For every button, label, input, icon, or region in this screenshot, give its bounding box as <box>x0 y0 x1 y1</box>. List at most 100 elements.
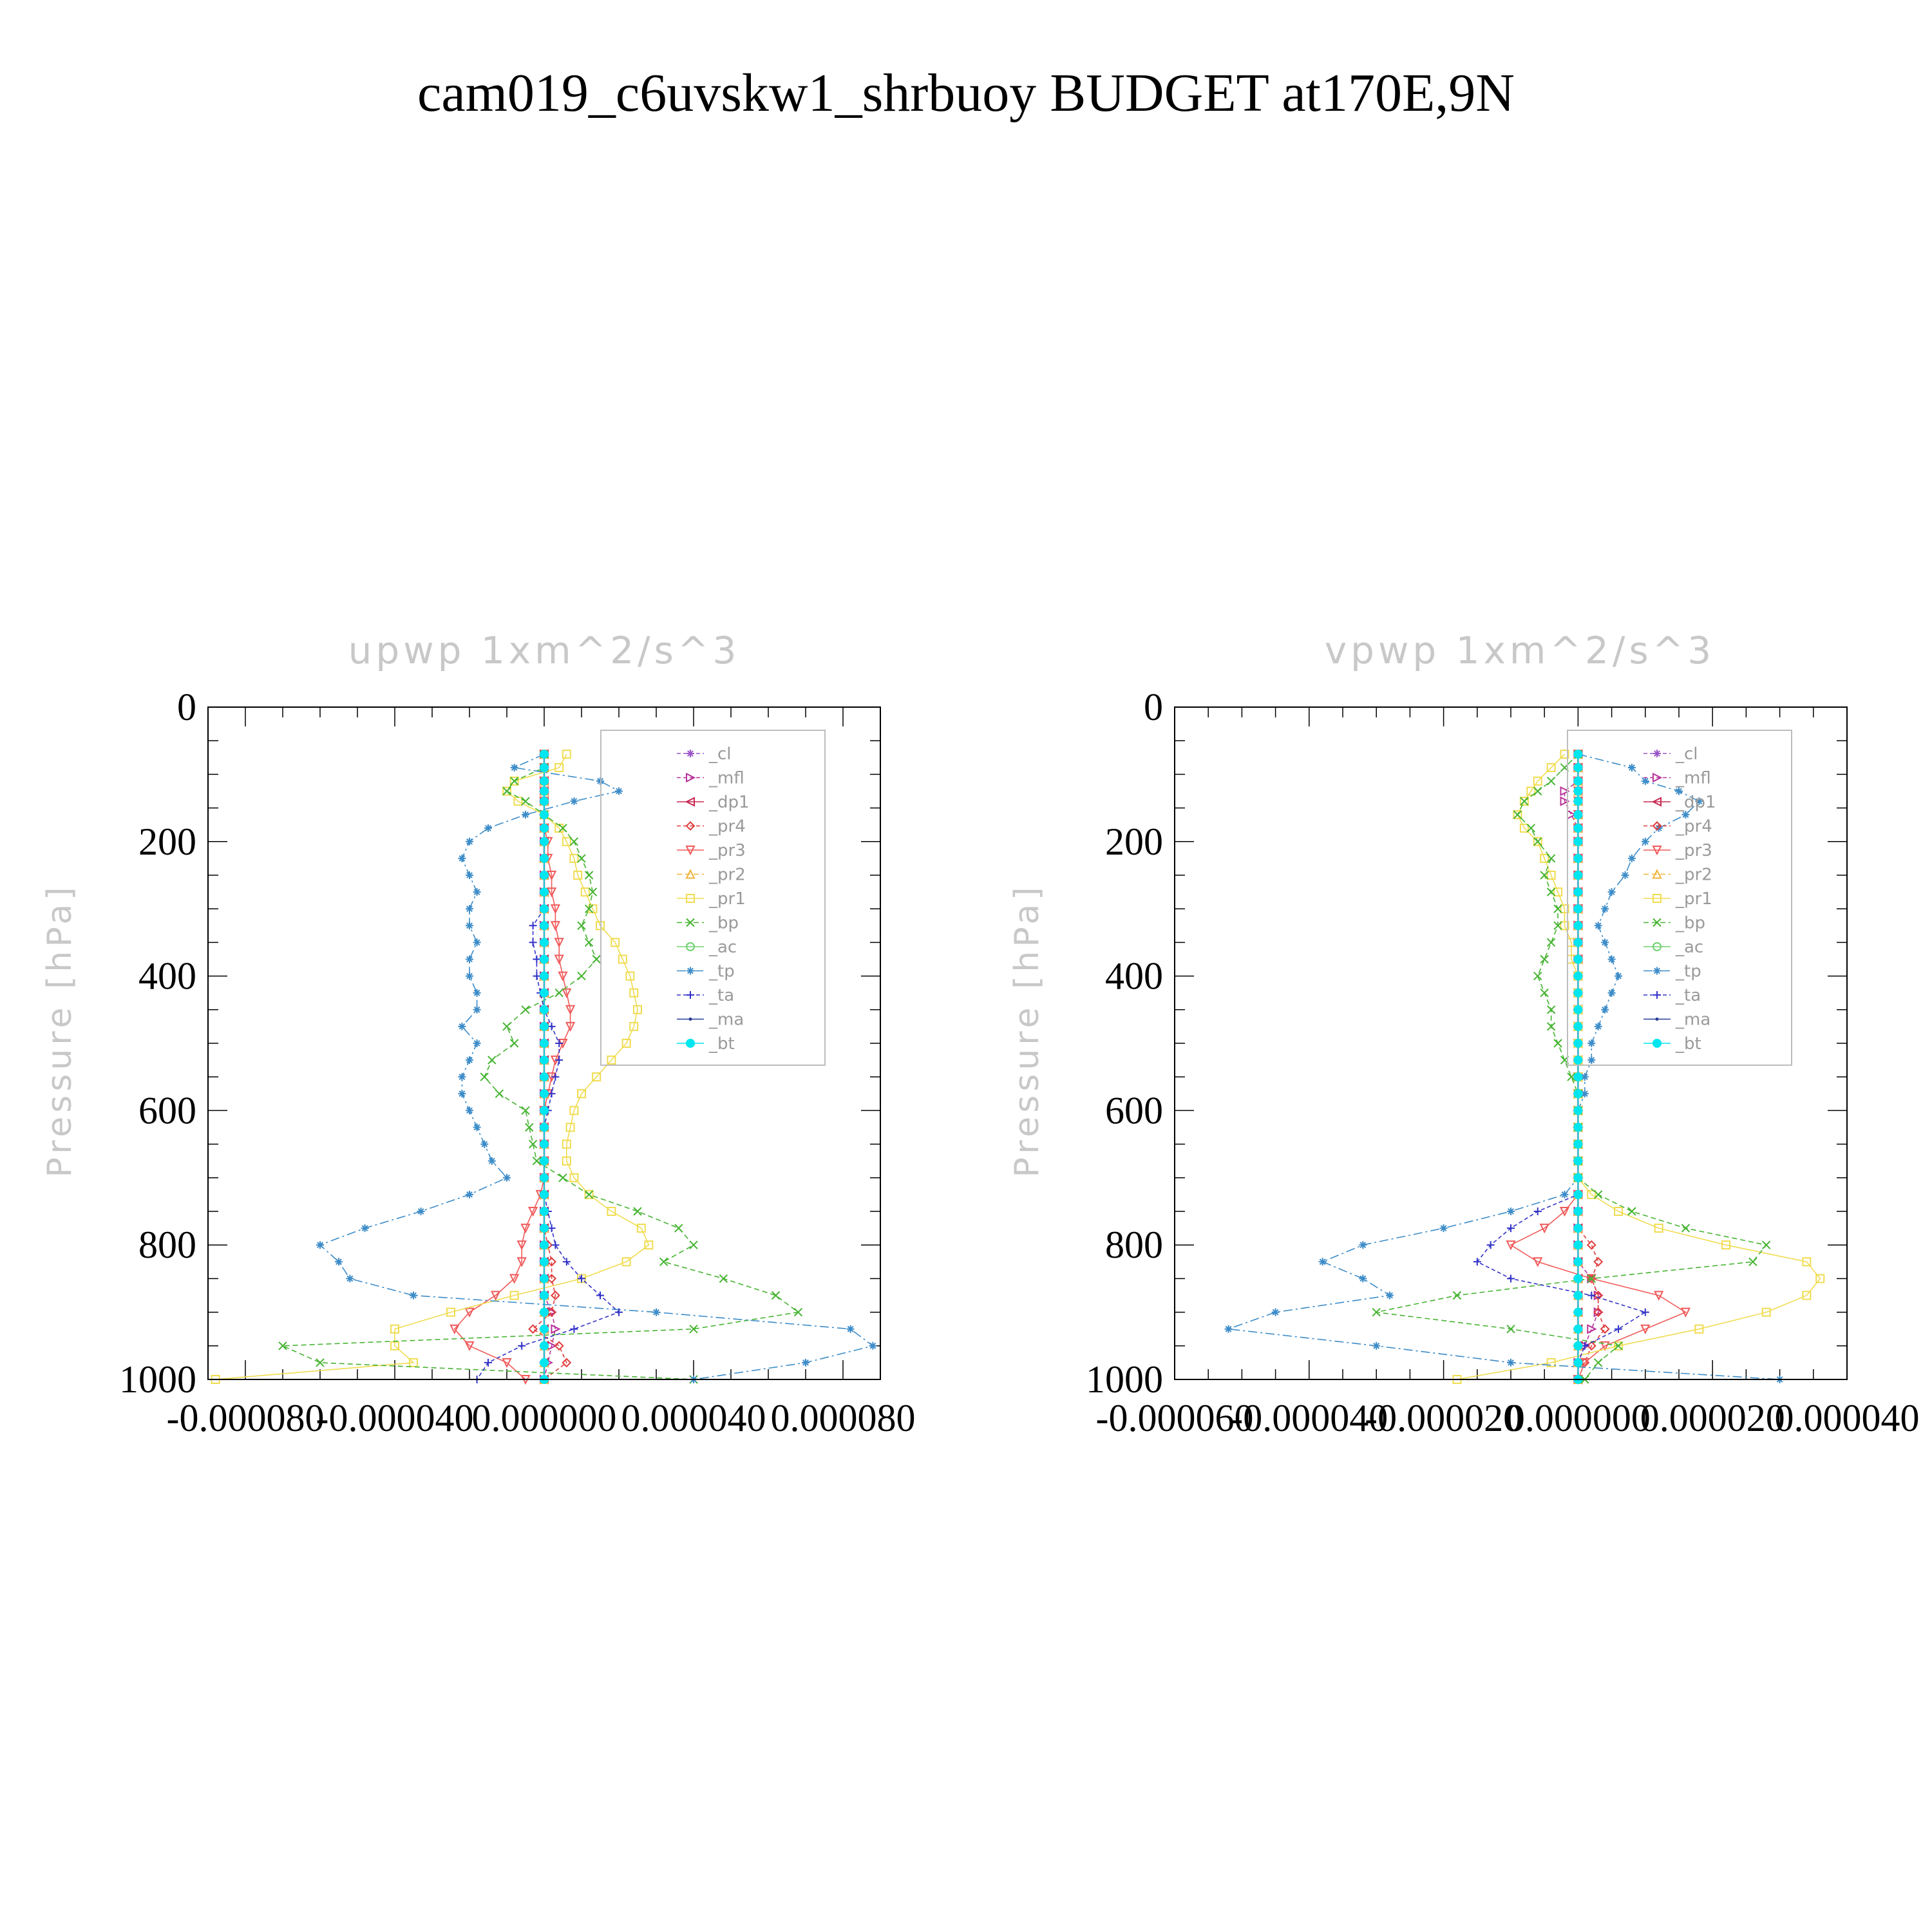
data-point <box>1573 1122 1583 1132</box>
data-point <box>1573 904 1583 914</box>
data-point <box>1614 1341 1623 1350</box>
data-point <box>1573 1291 1583 1300</box>
legend-label: _ma <box>1675 1010 1710 1030</box>
data-point <box>1587 1189 1596 1199</box>
data-point <box>615 1308 623 1316</box>
legend-marker <box>688 1018 692 1021</box>
data-point <box>540 954 549 964</box>
data-point <box>1627 1207 1636 1216</box>
data-point <box>1546 1022 1556 1031</box>
data-point <box>551 1241 560 1249</box>
data-point <box>554 954 564 965</box>
legend-label: _dp1 <box>708 793 750 812</box>
data-point <box>1533 1257 1543 1267</box>
data-point <box>480 1140 489 1148</box>
data-point <box>1553 921 1562 931</box>
data-point <box>1506 1324 1515 1334</box>
data-point <box>1802 1291 1812 1300</box>
data-point <box>1601 1005 1609 1014</box>
data-point <box>1372 1341 1381 1350</box>
data-point <box>540 1358 549 1367</box>
data-point <box>846 1325 855 1333</box>
data-point <box>621 1039 631 1048</box>
data-point <box>510 763 518 772</box>
data-point <box>484 824 492 832</box>
data-point <box>1513 810 1522 820</box>
data-point <box>533 955 541 963</box>
data-point <box>565 1122 575 1132</box>
legend-marker <box>1652 846 1662 856</box>
data-point <box>1601 905 1609 913</box>
data-point <box>464 1341 475 1352</box>
data-point <box>554 1341 564 1351</box>
data-point <box>1520 797 1529 806</box>
data-point <box>551 1324 561 1334</box>
data-point <box>625 971 635 981</box>
data-point <box>1573 786 1583 796</box>
legend-marker <box>1653 894 1662 903</box>
data-point <box>1627 763 1636 772</box>
data-point <box>1587 1324 1597 1334</box>
data-point <box>1615 1325 1623 1333</box>
legend-marker <box>686 942 695 951</box>
data-point <box>1573 762 1583 772</box>
data-point <box>577 854 586 863</box>
data-point <box>1573 797 1583 806</box>
panel-upwp: upwp 1xm^2/s^3 Pressure [hPa] 0 200 400 600… <box>41 629 916 1439</box>
legend-label: _ac <box>708 938 737 957</box>
data-point <box>592 1072 601 1082</box>
data-point <box>503 1173 511 1182</box>
data-point <box>1573 1106 1583 1115</box>
data-point <box>1224 1325 1233 1333</box>
legend-marker <box>687 750 694 757</box>
data-point <box>554 938 564 948</box>
data-point <box>793 1307 803 1317</box>
data-point <box>509 1039 519 1048</box>
data-point <box>1802 1257 1812 1267</box>
data-point <box>636 1224 646 1233</box>
data-point <box>584 904 594 913</box>
data-point <box>1567 1072 1576 1081</box>
data-point <box>540 1173 549 1182</box>
x-tick-label: -0.000020 <box>1365 1397 1522 1439</box>
data-point <box>1615 972 1623 980</box>
data-point <box>869 1341 877 1350</box>
data-point <box>529 922 537 930</box>
data-point <box>1607 989 1616 997</box>
data-point <box>1573 823 1583 833</box>
y-tick-label: 600 <box>1105 1089 1163 1132</box>
data-point <box>1641 837 1649 846</box>
legend-marker <box>1653 1039 1662 1048</box>
data-point <box>1506 1240 1516 1251</box>
data-point <box>522 811 529 819</box>
panel-title-upwp: upwp 1xm^2/s^3 <box>348 629 741 672</box>
data-point <box>466 972 473 980</box>
data-point <box>1573 1307 1583 1317</box>
data-point <box>547 1090 556 1098</box>
legend: _cl _mfl _dp1 _pr4 _pr3 _pr2 _pr1 _bp _ac _tp _ta _… <box>1567 730 1792 1066</box>
data-point <box>562 1358 572 1368</box>
data-point <box>1573 1005 1583 1014</box>
data-point <box>1507 1224 1515 1233</box>
data-point <box>1621 871 1629 879</box>
data-point <box>466 1056 473 1065</box>
data-point <box>1586 1240 1596 1250</box>
data-point <box>1540 871 1549 880</box>
y-tick-label: 400 <box>1105 955 1163 998</box>
data-point <box>1573 1240 1583 1250</box>
data-point <box>464 1307 475 1318</box>
data-point <box>573 871 583 880</box>
data-point <box>540 921 549 931</box>
data-point <box>1573 1358 1583 1367</box>
axes-upwp: 02004006008001000-0.000080-0.0000400.000… <box>119 686 916 1439</box>
legend-marker <box>687 991 694 999</box>
data-point <box>1748 1257 1757 1267</box>
data-point <box>1573 1207 1583 1216</box>
legend-label: _pr3 <box>1675 841 1712 860</box>
x-tick-label: 0.000040 <box>1775 1397 1920 1439</box>
y-tick-label: 600 <box>138 1089 196 1132</box>
data-point <box>580 887 590 897</box>
legend-label: _ta <box>708 986 734 1005</box>
data-point <box>1694 1324 1704 1334</box>
